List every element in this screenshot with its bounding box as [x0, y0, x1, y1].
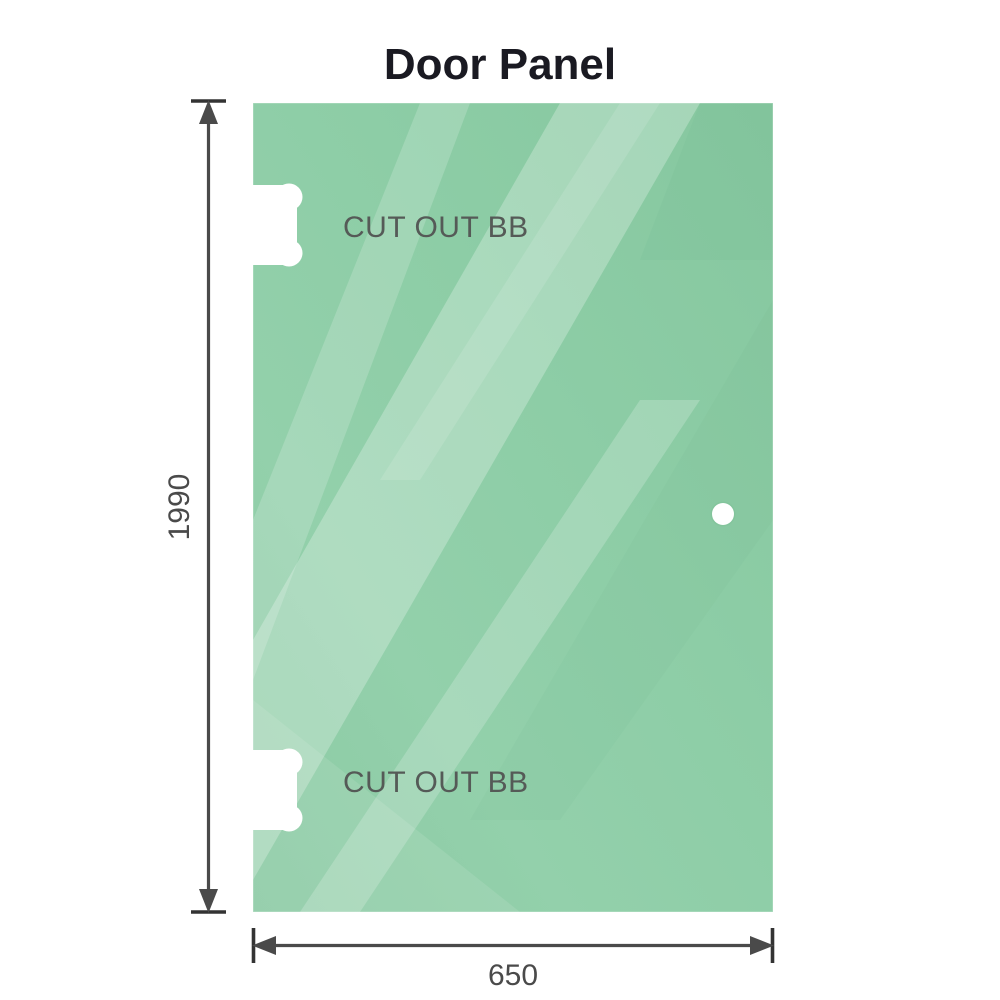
cutout-notch-upper	[251, 183, 303, 267]
cutout-label-upper: CUT OUT BB	[343, 211, 529, 244]
cutout-label-lower: CUT OUT BB	[343, 766, 529, 799]
glass-reflection-streaks	[253, 103, 773, 912]
dimension-width: 650	[251, 928, 775, 992]
cutout-notch-lower	[251, 748, 303, 832]
dimension-height-label: 1990	[163, 474, 196, 541]
page-title: Door Panel	[384, 40, 616, 89]
dimension-width-label: 650	[488, 959, 538, 992]
cutout-notches	[251, 183, 303, 832]
handle-hole	[710, 501, 736, 527]
door-panel-glass	[251, 102, 774, 913]
dimension-height: 1990	[163, 99, 226, 914]
